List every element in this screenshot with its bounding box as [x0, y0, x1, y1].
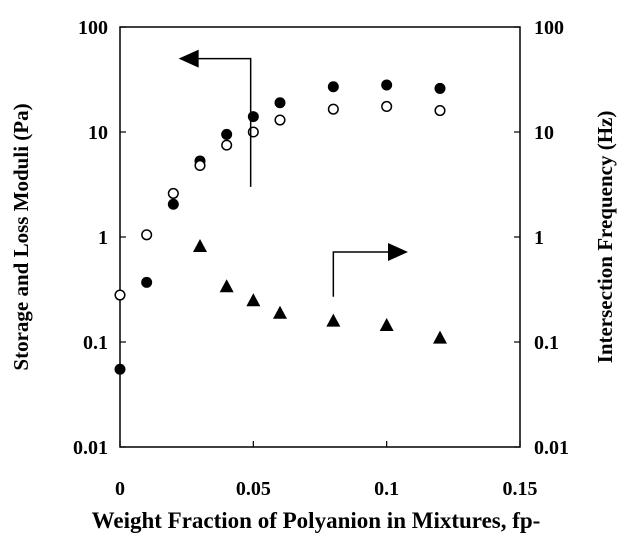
y-tick-label: 10 — [88, 122, 108, 144]
y-tick-label: 0.1 — [83, 332, 108, 354]
x-tick-label: 0.1 — [374, 478, 399, 500]
open-circle-point — [327, 103, 339, 115]
x-tick-label: 0.05 — [236, 478, 271, 500]
filled-circle-point — [327, 81, 339, 93]
plot-frame — [119, 26, 521, 448]
open-circle-point — [167, 187, 179, 199]
x-tick-label: 0.15 — [503, 478, 538, 500]
y2-tick-label: 1 — [534, 227, 544, 249]
y2-tick-label: 10 — [534, 122, 554, 144]
x-tick-label: 0 — [115, 478, 125, 500]
triangle-point — [273, 305, 287, 319]
open-circle-point — [141, 229, 153, 241]
triangle-point — [379, 318, 394, 332]
y2-tick-label: 0.01 — [534, 437, 569, 459]
x-axis-title: Weight Fraction of Polyanion in Mixtures… — [92, 508, 541, 533]
triangle-point — [246, 293, 261, 307]
right-arrow-head — [388, 242, 408, 261]
left-arrow-line — [192, 57, 252, 187]
open-circle-point — [194, 159, 206, 172]
open-circle-point — [114, 289, 126, 301]
filled-circle-point — [247, 111, 259, 123]
filled-circle-point — [434, 82, 446, 94]
filled-circle-point — [274, 97, 286, 109]
open-circle-point — [274, 114, 286, 126]
data-marks — [114, 79, 447, 375]
y-tick-label: 100 — [78, 17, 108, 39]
filled-circle-point — [141, 276, 153, 288]
ticks — [119, 26, 521, 448]
triangle-point — [433, 330, 447, 344]
triangle-point — [193, 239, 207, 253]
left-arrow-head — [178, 49, 199, 68]
open-circle-point — [221, 139, 233, 151]
y-tick-label: 0.01 — [73, 437, 108, 459]
open-circle-point — [434, 105, 446, 117]
tick-labels: 0 0.05 0.1 0.15 0.01 0.1 1 10 100 0.01 0.1 1 10 100 — [73, 17, 569, 500]
y2-tick-label: 0.1 — [534, 332, 559, 354]
y2-axis-title: Intersection Frequency (Hz) — [593, 111, 617, 364]
right-arrow-line — [332, 251, 394, 297]
y2-tick-label: 100 — [534, 17, 564, 39]
triangle-point — [219, 279, 234, 293]
open-circle-point — [381, 100, 393, 113]
filled-circle-point — [221, 128, 233, 140]
filled-circle-point — [114, 363, 126, 375]
filled-circle-point — [381, 79, 393, 91]
arrow-annotations — [178, 49, 408, 297]
triangle-point — [326, 313, 341, 327]
y-tick-label: 1 — [98, 227, 108, 249]
y-axis-title: Storage and Loss Moduli (Pa) — [9, 103, 33, 370]
filled-circle-point — [167, 198, 179, 210]
